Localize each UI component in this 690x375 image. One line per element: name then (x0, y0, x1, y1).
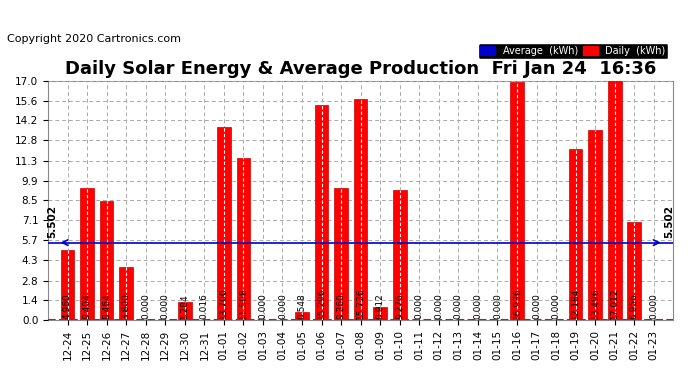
Bar (373, 307, 387, 320)
Text: 5.502: 5.502 (47, 206, 57, 238)
Text: 0.000: 0.000 (551, 294, 560, 320)
Text: 11.508: 11.508 (239, 288, 248, 320)
Bar (627, 222, 641, 320)
Text: 3.800: 3.800 (121, 294, 130, 320)
Bar (119, 267, 133, 320)
Text: 0.000: 0.000 (259, 294, 268, 320)
Text: 0.912: 0.912 (375, 294, 385, 320)
Bar (237, 158, 250, 320)
Text: 12.184: 12.184 (571, 288, 580, 320)
Bar (100, 201, 113, 320)
Text: 0.000: 0.000 (493, 294, 502, 320)
Bar (510, 82, 524, 320)
Text: 0.000: 0.000 (278, 294, 287, 320)
Text: 0.000: 0.000 (434, 294, 444, 320)
Bar (334, 188, 348, 320)
Bar (393, 189, 406, 320)
Title: Daily Solar Energy & Average Production  Fri Jan 24  16:36: Daily Solar Energy & Average Production … (65, 60, 656, 78)
Bar (315, 105, 328, 320)
Text: 15.736: 15.736 (356, 288, 365, 320)
Text: 13.700: 13.700 (219, 288, 228, 320)
Text: 0.000: 0.000 (532, 294, 541, 320)
Text: 0.548: 0.548 (297, 294, 306, 320)
Text: 0.000: 0.000 (141, 294, 150, 320)
Text: 17.012: 17.012 (610, 288, 619, 320)
Bar (61, 250, 75, 320)
Bar (569, 148, 582, 320)
Text: 9.360: 9.360 (337, 294, 346, 320)
Text: 5.502: 5.502 (664, 206, 674, 238)
Bar (217, 127, 230, 320)
Bar (80, 188, 94, 320)
Text: 0.000: 0.000 (473, 294, 482, 320)
Text: 0.000: 0.000 (454, 294, 463, 320)
Text: 9.276: 9.276 (395, 294, 404, 320)
Text: 15.296: 15.296 (317, 288, 326, 320)
Bar (589, 130, 602, 320)
Text: 4.960: 4.960 (63, 294, 72, 320)
Text: 13.496: 13.496 (591, 288, 600, 320)
Text: 16.936: 16.936 (513, 288, 522, 320)
Text: 0.000: 0.000 (649, 294, 658, 320)
Bar (354, 99, 368, 320)
Text: 1.284: 1.284 (180, 294, 189, 320)
Text: 6.956: 6.956 (630, 294, 639, 320)
Text: 0.000: 0.000 (415, 294, 424, 320)
Text: 9.404: 9.404 (83, 294, 92, 320)
Text: 8.464: 8.464 (102, 294, 111, 320)
Bar (295, 312, 309, 320)
Text: 0.000: 0.000 (161, 294, 170, 320)
Text: 0.016: 0.016 (200, 294, 209, 320)
Text: Copyright 2020 Cartronics.com: Copyright 2020 Cartronics.com (7, 34, 181, 44)
Legend: Average  (kWh), Daily  (kWh): Average (kWh), Daily (kWh) (477, 43, 669, 58)
Bar (608, 81, 622, 320)
Bar (178, 302, 192, 320)
